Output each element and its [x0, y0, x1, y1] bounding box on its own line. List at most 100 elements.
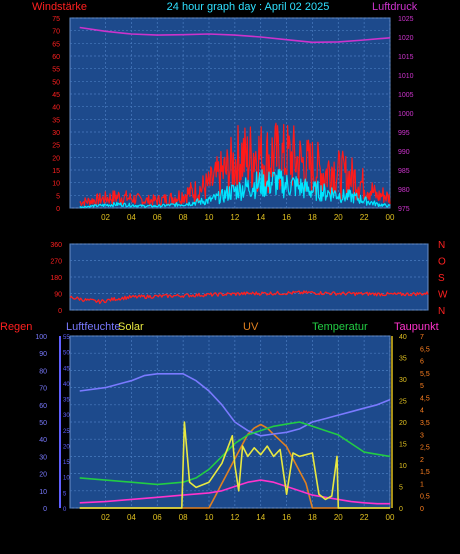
time-tick-label: 02 [101, 213, 110, 222]
wind-axis-label: Windstärke [32, 1, 87, 13]
dewpoint-line [79, 479, 390, 505]
dewpoint-tick-label: 1,5 [420, 469, 430, 476]
percent-tick-label: 20 [39, 472, 47, 479]
wind-gust-line [79, 168, 391, 209]
temperature-tick-label: 25 [399, 399, 407, 406]
time-tick-label: 14 [256, 513, 265, 522]
direction-tick-label: 0 [58, 308, 62, 315]
wind-tick-label: 60 [52, 54, 60, 61]
pressure-tick-label: 1025 [398, 16, 414, 23]
dewpoint-tick-label: 5 [420, 383, 424, 390]
dewpoint-tick-label: 4 [420, 408, 424, 415]
rain-tick-label: 5 [63, 491, 67, 497]
dewpoint-tick-label: 4,5 [420, 395, 430, 402]
wind-tick-label: 5 [56, 193, 60, 200]
time-tick-label: 06 [153, 513, 162, 522]
pressure-tick-label: 995 [398, 130, 410, 137]
weather-detail-panel: 0102030405060708090100051015202530354045… [35, 334, 430, 522]
wind-tick-label: 45 [52, 92, 60, 99]
solar-axis-label: Solar [118, 321, 144, 333]
wind-tick-label: 30 [52, 130, 60, 137]
percent-tick-label: 40 [39, 437, 47, 444]
dewpoint-tick-label: 0,5 [420, 494, 430, 501]
time-tick-label: 20 [334, 513, 343, 522]
pressure-tick-label: 1005 [398, 92, 414, 99]
time-tick-label: 00 [386, 213, 395, 222]
dewpoint-tick-label: 0 [420, 506, 424, 513]
rain-tick-label: 20 [63, 444, 70, 450]
wind-direction-line [69, 290, 429, 305]
time-tick-label: 14 [256, 213, 265, 222]
time-tick-label: 10 [205, 513, 214, 522]
direction-tick-label: 90 [54, 292, 62, 299]
time-tick-label: 12 [230, 513, 239, 522]
rain-axis-label: Regen [0, 321, 32, 333]
plot-area [69, 243, 429, 311]
wind-tick-label: 20 [52, 155, 60, 162]
time-tick-label: 02 [101, 513, 110, 522]
compass-label: W [438, 290, 448, 301]
pressure-tick-label: 990 [398, 149, 410, 156]
rain-tick-label: 55 [63, 335, 70, 341]
temperature-tick-label: 40 [399, 334, 407, 341]
humidity-axis-label: Luftfeuchte [66, 321, 120, 333]
pressure-tick-label: 1020 [398, 35, 414, 42]
dewpoint-tick-label: 1 [420, 481, 424, 488]
temperature-tick-label: 10 [399, 463, 407, 470]
rain-tick-label: 40 [63, 382, 70, 388]
time-tick-label: 06 [153, 213, 162, 222]
wind-tick-label: 15 [52, 168, 60, 175]
temperature-tick-label: 5 [399, 485, 403, 492]
uv-line [79, 423, 390, 509]
percent-tick-label: 100 [35, 334, 47, 341]
time-tick-label: 12 [230, 213, 239, 222]
wind-tick-label: 40 [52, 105, 60, 112]
time-tick-label: 18 [308, 513, 317, 522]
rain-tick-label: 0 [63, 507, 67, 513]
wind-tick-label: 65 [52, 41, 60, 48]
pressure-tick-label: 985 [398, 168, 410, 175]
chart-title: 24 hour graph day : April 02 2025 [167, 1, 330, 13]
time-tick-label: 16 [282, 513, 291, 522]
wind-direction-panel: 0 N 90 W 180 S 270 O 360 N [50, 240, 448, 317]
direction-tick-label: 180 [50, 275, 62, 282]
pressure-tick-label: 975 [398, 206, 410, 213]
rain-tick-label: 15 [63, 460, 70, 466]
percent-tick-label: 30 [39, 454, 47, 461]
dewpoint-tick-label: 3 [420, 432, 424, 439]
wind-tick-label: 55 [52, 67, 60, 74]
uv-axis-label: UV [243, 321, 259, 333]
wind-tick-label: 10 [52, 181, 60, 188]
wind-speed-line [79, 122, 391, 207]
direction-tick-label: 270 [50, 259, 62, 266]
dewpoint-tick-label: 3,5 [420, 420, 430, 427]
dewpoint-axis-label: Taupunkt [394, 321, 439, 333]
rain-tick-label: 25 [63, 429, 70, 435]
time-tick-label: 08 [179, 513, 188, 522]
wind-tick-label: 50 [52, 79, 60, 86]
time-tick-label: 04 [127, 513, 136, 522]
percent-tick-label: 60 [39, 403, 47, 410]
time-tick-label: 20 [334, 213, 343, 222]
temperature-line [79, 421, 391, 486]
wind-tick-label: 75 [52, 16, 60, 23]
pressure-tick-label: 1010 [398, 73, 414, 80]
dewpoint-tick-label: 2,5 [420, 445, 430, 452]
pressure-axis-label: Luftdruck [372, 1, 418, 13]
percent-tick-label: 10 [39, 489, 47, 496]
temperature-tick-label: 30 [399, 377, 407, 384]
time-tick-label: 08 [179, 213, 188, 222]
percent-tick-label: 50 [39, 420, 47, 427]
wind-tick-label: 25 [52, 143, 60, 150]
percent-tick-label: 90 [39, 351, 47, 358]
time-tick-label: 10 [205, 213, 214, 222]
compass-label: N [438, 306, 445, 317]
compass-label: S [438, 273, 445, 284]
rain-tick-label: 35 [63, 398, 70, 404]
time-tick-label: 22 [360, 213, 369, 222]
temperature-tick-label: 0 [399, 506, 403, 513]
temperature-tick-label: 20 [399, 420, 407, 427]
rain-tick-label: 30 [63, 413, 70, 419]
temperature-tick-label: 35 [399, 356, 407, 363]
